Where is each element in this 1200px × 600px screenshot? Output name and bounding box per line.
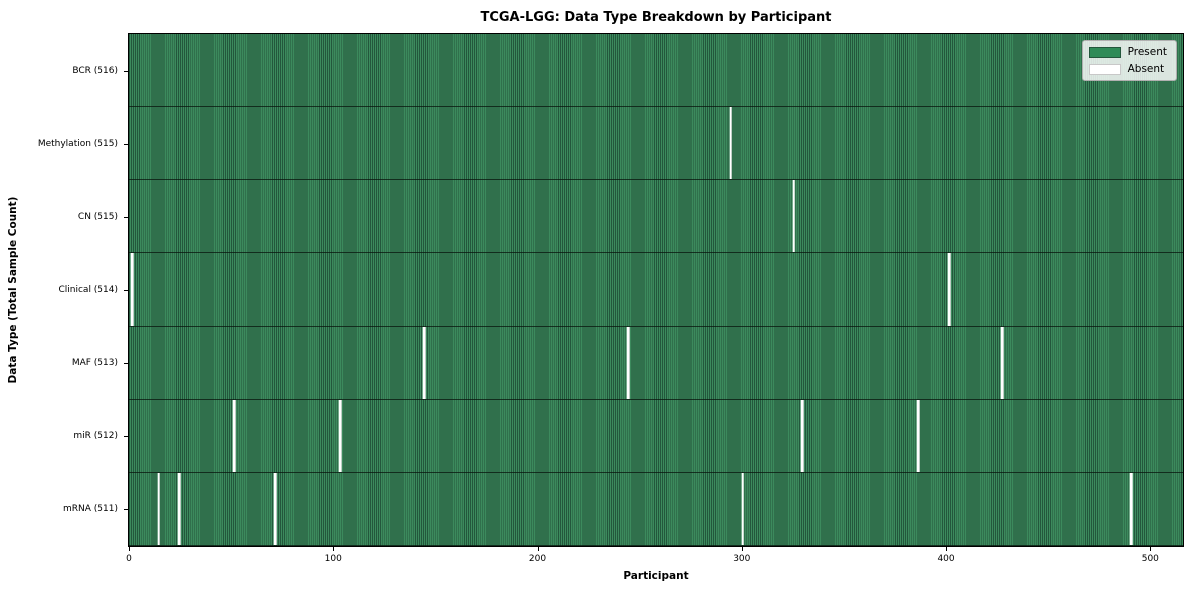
legend-entry-present: Present — [1088, 46, 1167, 58]
heatmap-row-miR — [129, 399, 1183, 473]
y-tick-label: miR (512) — [73, 431, 118, 442]
x-tick-label: 100 — [324, 554, 342, 564]
absent-marker — [157, 472, 160, 545]
legend-swatch-present-icon — [1088, 46, 1121, 58]
absent-marker — [741, 472, 745, 545]
x-tick-mark — [537, 547, 539, 551]
plot-area: Present Absent — [128, 33, 1184, 547]
legend-swatch-absent-icon — [1088, 63, 1121, 75]
legend-label-present: Present — [1127, 46, 1167, 58]
absent-marker — [422, 326, 426, 399]
absent-marker — [947, 253, 951, 326]
y-tick-mark — [124, 143, 128, 145]
absent-marker — [729, 107, 732, 180]
y-tick-label: mRNA (511) — [63, 504, 118, 515]
y-tick-label: MAF (513) — [71, 358, 118, 369]
absent-marker — [177, 472, 181, 545]
y-tick-mark — [124, 216, 128, 218]
absent-marker — [800, 399, 804, 472]
x-axis-label: Participant — [623, 570, 689, 582]
legend-label-absent: Absent — [1127, 63, 1165, 75]
y-tick-mark — [124, 70, 128, 72]
y-tick-mark — [124, 363, 128, 365]
x-tick-label: 0 — [126, 554, 132, 564]
heatmap-row-mRNA — [129, 472, 1183, 546]
y-tick-label: Clinical (514) — [58, 285, 118, 295]
x-tick-mark — [741, 547, 743, 551]
y-tick-label: Methylation (515) — [37, 138, 118, 149]
legend: Present Absent — [1081, 40, 1177, 81]
absent-marker — [1129, 472, 1133, 545]
x-tick-label: 200 — [528, 554, 547, 564]
x-tick-mark — [1150, 547, 1152, 551]
x-tick-label: 300 — [733, 554, 751, 564]
absent-marker — [1000, 326, 1004, 399]
heatmap-row-Methylation — [129, 107, 1183, 181]
absent-marker — [273, 472, 277, 545]
heatmap-row-BCR — [129, 34, 1183, 108]
x-tick-mark — [333, 547, 335, 551]
heatmap-row-MAF — [129, 326, 1183, 400]
chart-title: TCGA-LGG: Data Type Breakdown by Partici… — [480, 10, 832, 25]
absent-marker — [232, 399, 236, 472]
absent-marker — [792, 180, 796, 253]
x-tick-mark — [129, 547, 130, 551]
heatmap-row-CN — [129, 180, 1183, 254]
x-tick-label: 400 — [937, 554, 955, 564]
absent-marker — [627, 326, 630, 399]
x-tick-label: 500 — [1141, 554, 1159, 564]
y-tick-mark — [124, 436, 128, 438]
heatmap-row-Clinical — [129, 253, 1183, 327]
absent-marker — [339, 399, 342, 472]
y-tick-mark — [124, 509, 128, 511]
absent-marker — [130, 253, 134, 326]
y-tick-mark — [124, 290, 128, 291]
legend-entry-absent: Absent — [1088, 63, 1167, 75]
y-tick-label: CN (515) — [77, 211, 118, 222]
x-tick-mark — [946, 547, 948, 551]
y-tick-label: BCR (516) — [72, 65, 118, 76]
absent-marker — [917, 399, 920, 472]
